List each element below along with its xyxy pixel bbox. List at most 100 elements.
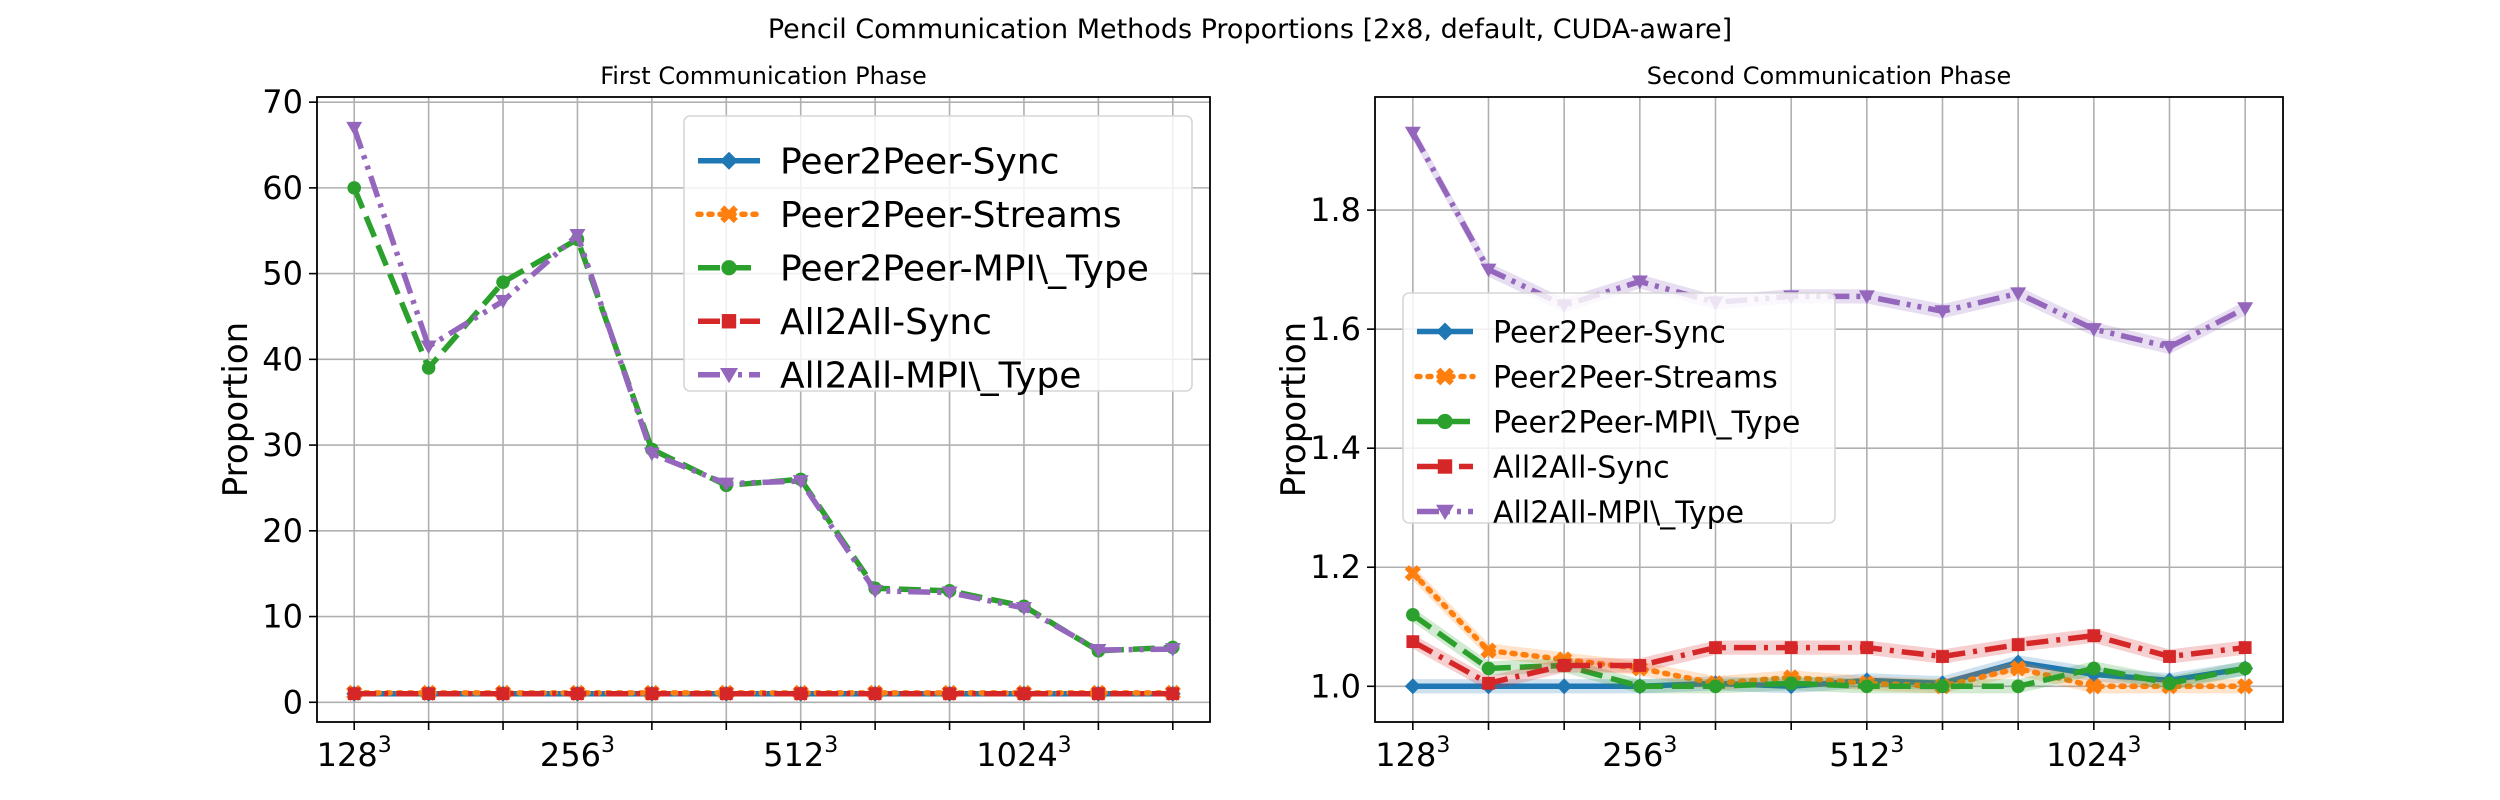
y-tick-label: 30	[262, 426, 303, 464]
data-point	[2238, 641, 2252, 654]
x-tick-label: 5123	[1829, 733, 1904, 774]
legend-marker	[721, 260, 737, 276]
legend: Peer2Peer-Sync Peer2Peer-Streams Peer2Peer…	[1402, 292, 1836, 530]
series-band	[1412, 566, 2246, 694]
data-point	[1860, 679, 1874, 694]
data-point	[1935, 679, 1950, 694]
legend-item: Peer2Peer-MPI\_Type	[698, 249, 1149, 290]
legend-item: All2All-MPI\_Type	[1417, 495, 1744, 530]
legend-marker	[720, 205, 738, 224]
legend-item: Peer2Peer-MPI\_Type	[1417, 405, 1800, 440]
legend-marker	[1437, 413, 1453, 430]
legend-item: All2All-Sync	[1417, 450, 1670, 485]
y-tick-label: 1.2	[1310, 548, 1361, 586]
legend-item: Peer2Peer-Streams	[695, 195, 1122, 236]
legend-marker	[1437, 459, 1453, 474]
axes-title: First Communication Phase	[600, 62, 927, 90]
figure-title: Pencil Communication Methods Proportions…	[768, 14, 1732, 45]
data-point	[1860, 641, 1874, 654]
x-tick-label: 5123	[763, 733, 838, 774]
data-point	[867, 584, 884, 599]
series-band	[1412, 125, 2246, 355]
data-point	[1017, 687, 1031, 701]
data-point	[2085, 323, 2102, 337]
y-axis-label: Proportion	[1274, 322, 1314, 497]
legend-marker	[720, 151, 738, 170]
data-point	[1404, 126, 1421, 141]
chart-second-phase: Second Communication Phase Proportion 1.0 1…	[1274, 62, 2284, 774]
legend-label: Peer2Peer-Streams	[1493, 360, 1778, 395]
data-point	[1406, 608, 1420, 622]
series-line	[351, 126, 1173, 653]
data-point	[1708, 679, 1723, 694]
y-tick-label: 0	[283, 683, 303, 721]
data-point	[2087, 661, 2101, 676]
series-band	[1412, 607, 2246, 694]
data-point	[1015, 601, 1032, 616]
data-point	[1633, 679, 1647, 694]
legend-label: Peer2Peer-Sync	[780, 142, 1059, 183]
legend-box	[1402, 292, 1836, 524]
x-tick-label: 2563	[540, 733, 615, 774]
y-tick-label: 70	[262, 83, 303, 121]
data-point	[1404, 565, 1421, 582]
series-all2all-mpi-type	[346, 121, 1181, 658]
data-point	[495, 295, 512, 309]
axes-frame	[316, 96, 1211, 723]
data-point	[2237, 678, 2254, 695]
legend-marker	[721, 314, 737, 329]
data-point	[1090, 643, 1107, 658]
legend-label: All2All-MPI\_Type	[780, 356, 1081, 397]
data-point	[1404, 678, 1421, 695]
data-point	[1633, 659, 1647, 672]
data-point	[421, 361, 436, 375]
data-point	[794, 687, 808, 701]
data-point	[1557, 659, 1571, 672]
data-point	[718, 477, 735, 492]
data-point	[1481, 661, 1496, 676]
data-point	[1784, 641, 1798, 654]
data-point	[571, 687, 584, 701]
data-point	[420, 340, 437, 355]
legend-marker	[1436, 322, 1454, 341]
data-point	[2162, 676, 2177, 691]
data-point	[2010, 660, 2027, 677]
data-point	[643, 447, 660, 462]
data-point	[1709, 641, 1722, 654]
data-point	[1482, 676, 1495, 690]
legend-marker	[1436, 367, 1454, 386]
x-tick-label: 1283	[1375, 733, 1450, 774]
data-point	[347, 687, 361, 701]
series-line	[1411, 612, 2246, 690]
y-tick-label: 1.6	[1310, 310, 1361, 348]
data-point	[1166, 687, 1180, 701]
y-tick-label: 10	[262, 598, 303, 636]
legend-label: Peer2Peer-Streams	[780, 195, 1122, 236]
y-tick-label: 40	[262, 340, 303, 378]
data-point	[2011, 638, 2025, 652]
data-point	[2163, 650, 2176, 663]
x-tick-label: 1283	[317, 733, 392, 774]
data-point	[569, 229, 586, 243]
y-tick-label: 1.4	[1310, 429, 1361, 467]
legend-label: All2All-MPI\_Type	[1493, 495, 1744, 530]
legend-label: Peer2Peer-MPI\_Type	[1493, 405, 1800, 440]
data-point	[943, 687, 956, 701]
legend-marker	[720, 368, 738, 384]
data-point	[2087, 629, 2101, 643]
legend-item: Peer2Peer-Sync	[698, 142, 1059, 183]
legend-label: All2All-Sync	[780, 302, 992, 343]
data-point	[1480, 642, 1497, 659]
legend-label: All2All-Sync	[1493, 450, 1670, 485]
data-point	[496, 275, 510, 289]
legend-item: Peer2Peer-Streams	[1414, 360, 1778, 395]
data-point	[2161, 341, 2178, 355]
data-point	[2085, 678, 2102, 695]
series-peer2peer-mpi-type	[1406, 607, 2252, 694]
data-point	[2238, 661, 2252, 676]
legend-item: Peer2Peer-Sync	[1417, 315, 1726, 350]
legend-item: All2All-Sync	[698, 302, 992, 343]
y-tick-label: 1.0	[1310, 667, 1361, 705]
